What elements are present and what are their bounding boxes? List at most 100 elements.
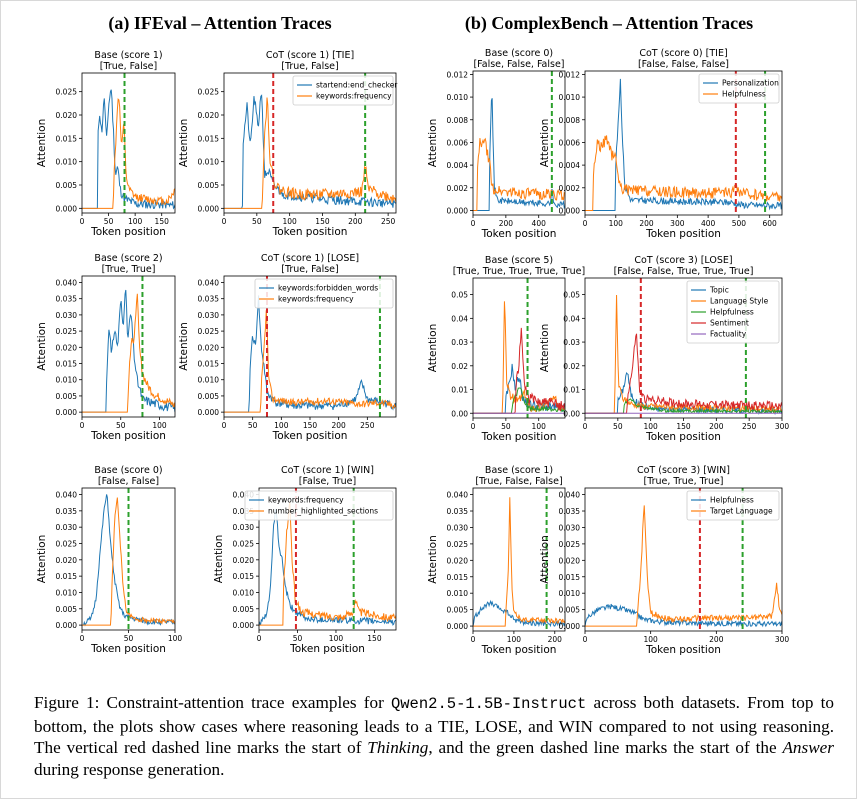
- x-axis-label: Token position: [645, 228, 721, 240]
- y-tick-label: 0.000: [233, 621, 255, 630]
- y-tick-label: 0.05: [563, 291, 580, 300]
- x-tick-label: 200: [709, 635, 724, 644]
- x-tick-label: 0: [257, 634, 262, 643]
- y-tick-label: 0.002: [559, 184, 581, 193]
- series-line-personalization: [585, 78, 782, 211]
- y-tick-label: 0.010: [56, 158, 78, 167]
- legend-box: [244, 490, 394, 521]
- chart-title: Base (score 1): [94, 50, 162, 61]
- series-line-helpfulness: [585, 603, 782, 628]
- y-tick-label: 0.030: [559, 523, 581, 532]
- y-tick-label: 0.010: [198, 158, 220, 167]
- x-tick-label: 50: [248, 421, 258, 430]
- x-tick-label: 0: [222, 421, 227, 430]
- y-tick-label: 0.025: [56, 539, 78, 548]
- legend-label: keywords:frequency: [278, 295, 354, 304]
- y-tick-label: 0.040: [198, 278, 220, 287]
- series-line-keywords-frequency: [224, 97, 396, 209]
- chart-subtitle: [False, False, False]: [638, 59, 729, 70]
- x-tick-label: 150: [676, 422, 691, 431]
- series-line-target-language: [585, 505, 782, 627]
- chart-subtitle: [True, False]: [281, 264, 338, 275]
- y-tick-label: 0.020: [56, 343, 78, 352]
- y-tick-label: 0.005: [233, 605, 255, 614]
- x-tick-label: 300: [775, 422, 790, 431]
- y-tick-label: 0.010: [559, 589, 581, 598]
- y-tick-label: 0.010: [56, 588, 78, 597]
- y-tick-label: 0.008: [447, 116, 469, 125]
- y-tick-label: 0.002: [447, 184, 469, 193]
- x-tick-label: 0: [80, 421, 85, 430]
- x-tick-label: 100: [532, 422, 547, 431]
- x-tick-label: 150: [155, 217, 170, 226]
- x-tick-label: 100: [644, 422, 659, 431]
- y-tick-label: 0.02: [563, 362, 580, 371]
- y-tick-label: 0.010: [233, 588, 255, 597]
- series-group: [585, 505, 782, 628]
- x-tick-label: 150: [315, 217, 330, 226]
- chart-ife-cot-3: CoT (score 1) [WIN][False, True] 0.000 0.0…: [213, 465, 397, 655]
- y-tick-label: 0.00: [563, 409, 580, 418]
- plot-frame: [584, 70, 783, 216]
- chart-cb-base-1: Base (score 0)[False, False, False] 0.000…: [427, 48, 566, 240]
- y-tick-label: 0.05: [451, 291, 468, 300]
- section-title-ifeval: (a) IFEval – Attention Traces: [108, 13, 331, 34]
- x-axis-label: Token position: [90, 430, 166, 442]
- x-tick-label: 200: [639, 219, 654, 228]
- y-tick-label: 0.035: [559, 507, 581, 516]
- y-tick-label: 0.020: [559, 556, 581, 565]
- y-tick-label: 0.020: [233, 556, 255, 565]
- chart-subtitle: [False, False]: [98, 476, 159, 487]
- section-title-complexbench: (b) ComplexBench – Attention Traces: [465, 13, 753, 34]
- x-tick-label: 150: [303, 421, 318, 430]
- x-axis-label: Token position: [272, 430, 348, 442]
- x-tick-label: 0: [80, 634, 85, 643]
- plot-frame: [472, 487, 566, 632]
- x-tick-label: 50: [252, 217, 262, 226]
- x-tick-label: 100: [128, 217, 143, 226]
- legend: Topic Language Style Helpfulness Sentiment F…: [686, 280, 780, 344]
- series-group: [473, 497, 565, 628]
- series-group: [224, 94, 396, 209]
- x-tick-label: 100: [329, 634, 344, 643]
- x-tick-label: 0: [583, 219, 588, 228]
- x-tick-label: 300: [670, 219, 685, 228]
- chart-title: Base (score 2): [94, 253, 162, 264]
- legend: Helpfulness Target Language: [686, 490, 780, 521]
- y-tick-label: 0.020: [56, 111, 78, 120]
- y-tick-label: 0.03: [451, 338, 468, 347]
- chart-ife-base-2: Base (score 2)[True, True] 0.000 0.005 0.01…: [36, 253, 176, 442]
- chart-cb-base-2: Base (score 5)[True, True, True, True, T…: [427, 255, 585, 443]
- series-group: [473, 301, 565, 414]
- legend-label: number_highlighted_sections: [268, 507, 378, 516]
- y-tick-label: 0.025: [56, 88, 78, 97]
- y-tick-label: 0.02: [451, 362, 468, 371]
- x-tick-label: 0: [583, 422, 588, 431]
- y-tick-label: 0.000: [56, 204, 78, 213]
- chart-ife-base-3: Base (score 0)[False, False] 0.000 0.005 0.…: [36, 465, 182, 655]
- y-tick-label: 0.030: [56, 311, 78, 320]
- y-axis-label: Attention: [427, 535, 439, 583]
- chart-title: CoT (score 3) [LOSE]: [634, 255, 732, 266]
- x-tick-label: 100: [609, 219, 624, 228]
- y-tick-label: 0.005: [559, 606, 581, 615]
- y-tick-label: 0.025: [233, 539, 255, 548]
- series-line-personalization: [473, 98, 565, 211]
- y-tick-label: 0.000: [447, 622, 469, 631]
- plot-frame: [472, 70, 566, 216]
- x-tick-label: 200: [548, 635, 563, 644]
- y-tick-label: 0.000: [56, 621, 78, 630]
- y-tick-label: 0.00: [451, 409, 468, 418]
- y-tick-label: 0.010: [447, 589, 469, 598]
- legend-label: Target Language: [709, 507, 773, 516]
- y-tick-label: 0.006: [559, 138, 581, 147]
- legend-label: Helpfulness: [710, 496, 754, 505]
- y-tick-label: 0.020: [198, 343, 220, 352]
- x-axis-label: Token position: [645, 431, 721, 443]
- series-group: [224, 295, 396, 413]
- y-tick-label: 0.035: [56, 507, 78, 516]
- y-tick-label: 0.000: [198, 408, 220, 417]
- y-tick-label: 0.025: [56, 327, 78, 336]
- y-tick-label: 0.015: [198, 360, 220, 369]
- legend: keywords:forbidden_words keywords:frequen…: [254, 278, 394, 309]
